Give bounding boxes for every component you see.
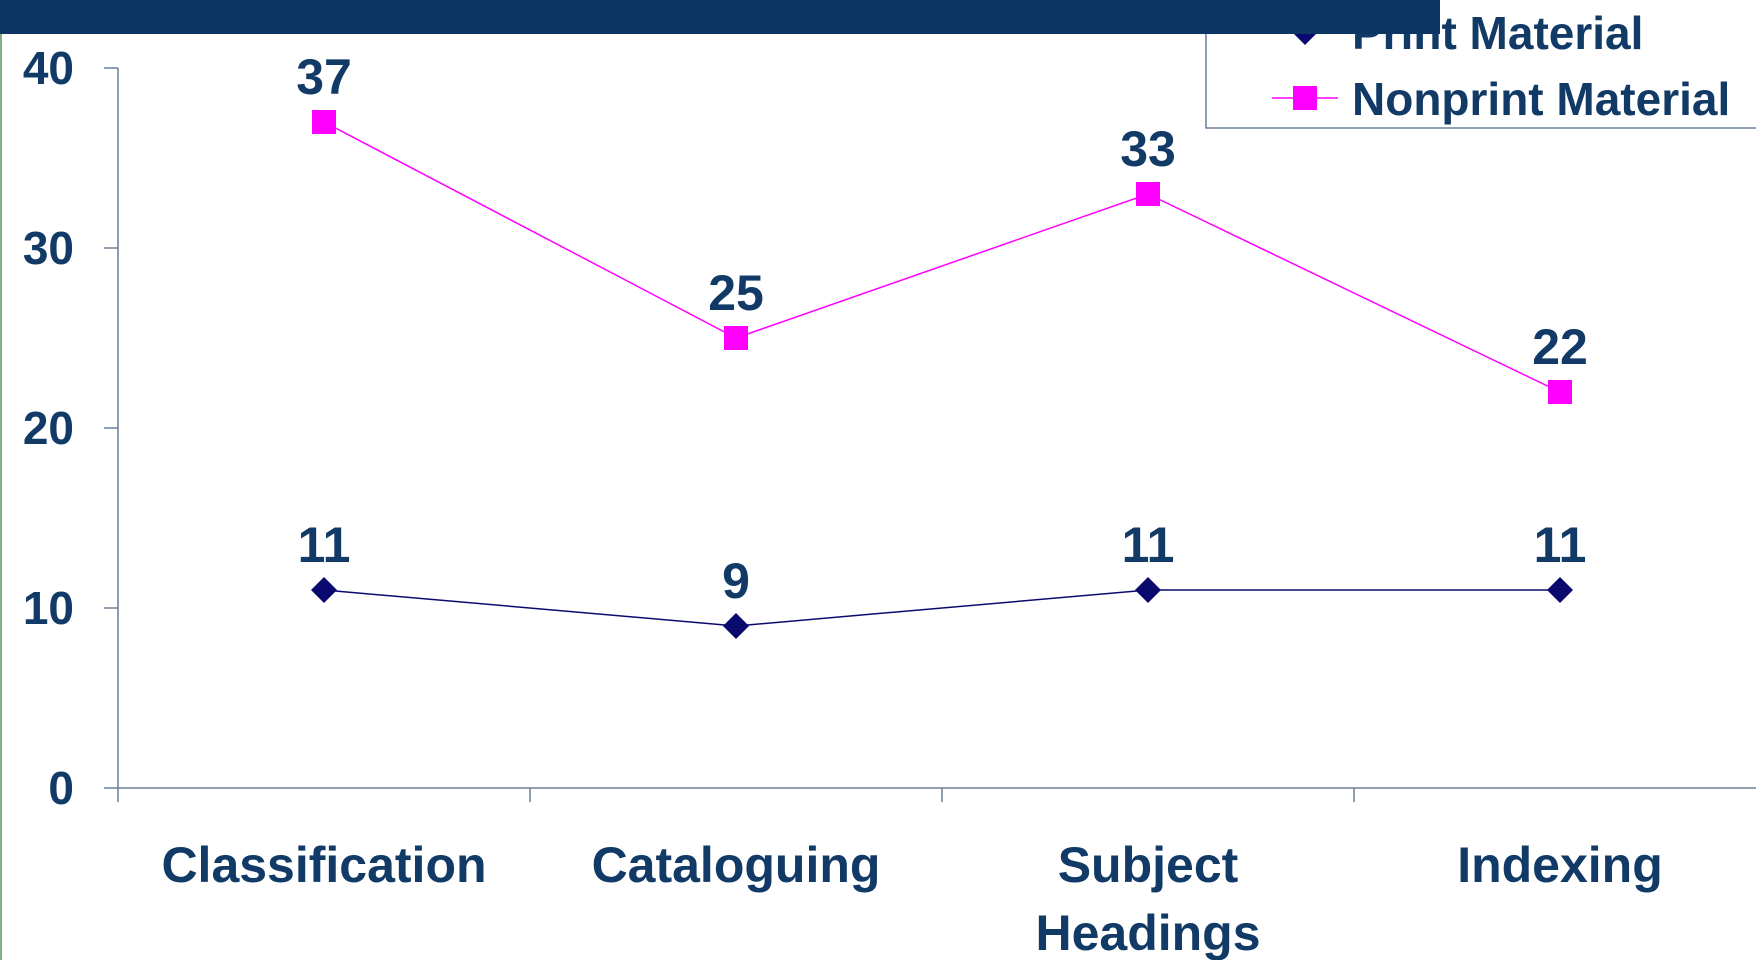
y-tick-label: 10: [23, 582, 74, 634]
axes: 0 10 20 30 40 Classification Cataloguing Subjec…: [23, 42, 1756, 960]
series-group: [311, 577, 1573, 639]
x-category-label: Indexing: [1457, 837, 1663, 893]
data-point-diamond: [1547, 577, 1573, 603]
data-label: 11: [1534, 517, 1587, 573]
data-point-square: [724, 326, 748, 350]
y-tick-label: 30: [23, 222, 74, 274]
data-label: 11: [1122, 517, 1175, 573]
data-label: 22: [1532, 319, 1588, 375]
data-label: 25: [708, 265, 764, 321]
series-layer: [311, 110, 1573, 639]
data-point-diamond: [311, 577, 337, 603]
data-labels: 11 9 11 11 37 25 33 22: [296, 49, 1588, 609]
series-line: [323, 589, 1560, 627]
header-bar: [0, 0, 1440, 34]
x-category-label: Classification: [161, 837, 486, 893]
data-point-square: [1136, 182, 1160, 206]
data-point-square: [1548, 380, 1572, 404]
data-point-square: [312, 110, 336, 134]
series-group: [312, 110, 1572, 404]
data-point-diamond: [723, 613, 749, 639]
y-tick-label: 0: [48, 762, 74, 814]
y-tick-label: 20: [23, 402, 74, 454]
x-category-label: Subject Headings: [1035, 837, 1260, 960]
data-point-diamond: [1135, 577, 1161, 603]
data-label: 33: [1120, 121, 1176, 177]
legend-label: Nonprint Material: [1352, 73, 1730, 125]
y-tick-label: 40: [23, 42, 74, 94]
x-category-label: Cataloguing: [592, 837, 881, 893]
series-line: [323, 121, 1561, 393]
data-label: 37: [296, 49, 352, 105]
data-label: 9: [722, 553, 750, 609]
data-point-square: [1293, 86, 1317, 110]
data-label: 11: [298, 517, 351, 573]
